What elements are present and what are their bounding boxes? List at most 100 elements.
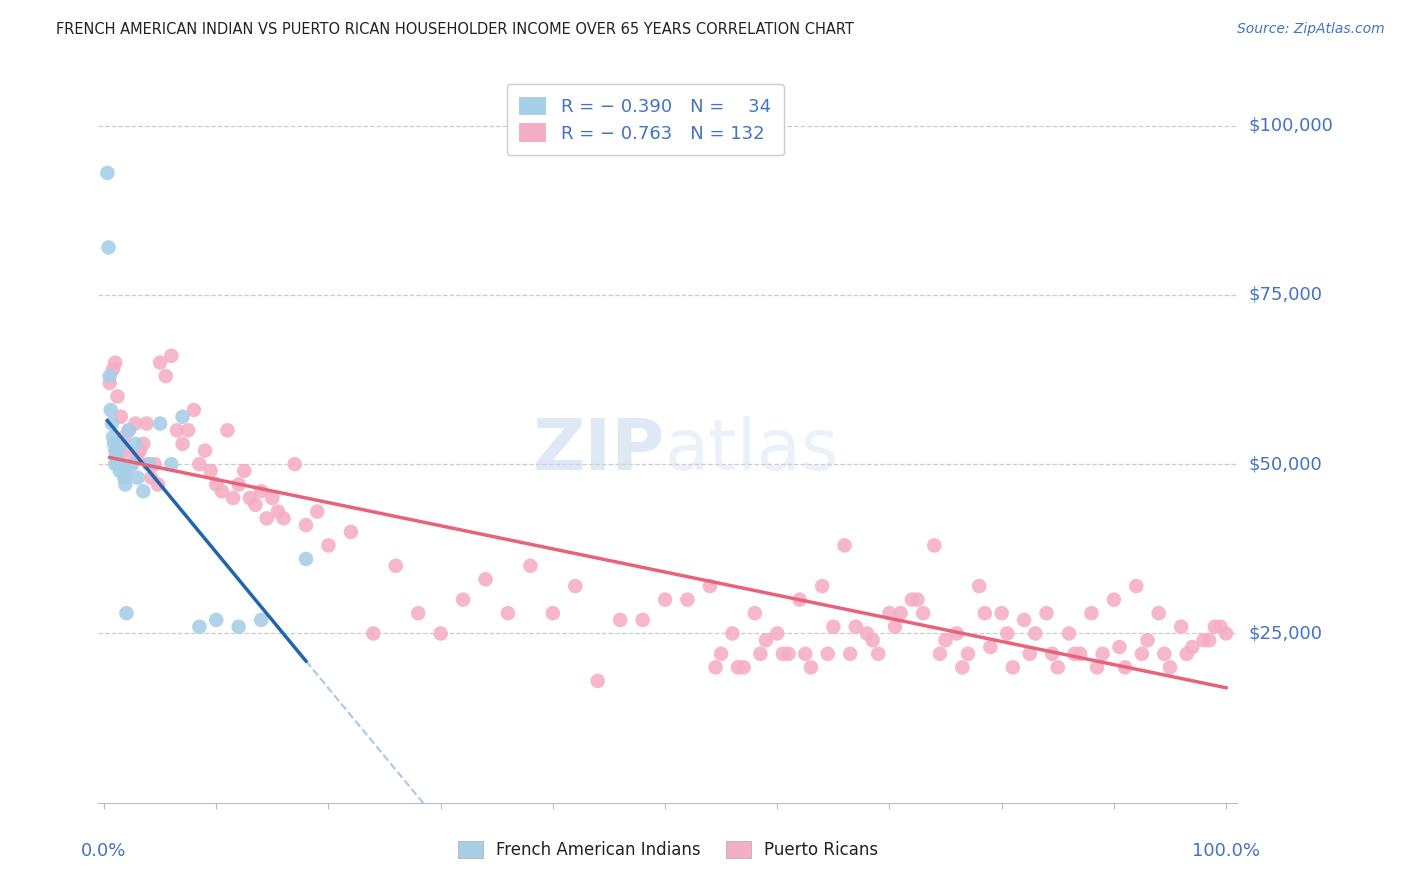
Point bbox=[1001, 660, 1024, 674]
Point bbox=[979, 640, 1001, 654]
Point bbox=[1040, 647, 1063, 661]
Point bbox=[1102, 592, 1125, 607]
Point bbox=[98, 369, 121, 384]
Point bbox=[110, 409, 132, 424]
Point bbox=[1181, 640, 1204, 654]
Text: 100.0%: 100.0% bbox=[1192, 842, 1260, 860]
Point bbox=[118, 423, 141, 437]
Text: $25,000: $25,000 bbox=[1249, 624, 1323, 642]
Text: Source: ZipAtlas.com: Source: ZipAtlas.com bbox=[1237, 22, 1385, 37]
Point bbox=[143, 457, 166, 471]
Point bbox=[155, 369, 177, 384]
Point bbox=[631, 613, 654, 627]
Point bbox=[1198, 633, 1220, 648]
Point bbox=[1136, 633, 1159, 648]
Point bbox=[141, 471, 163, 485]
Point bbox=[340, 524, 363, 539]
Point bbox=[146, 477, 169, 491]
Point bbox=[755, 633, 778, 648]
Point bbox=[1069, 647, 1091, 661]
Point bbox=[228, 620, 250, 634]
Point bbox=[699, 579, 721, 593]
Point bbox=[794, 647, 817, 661]
Point bbox=[114, 477, 136, 491]
Point bbox=[115, 464, 138, 478]
Point bbox=[451, 592, 474, 607]
Point bbox=[1091, 647, 1114, 661]
Point bbox=[564, 579, 586, 593]
Point bbox=[995, 626, 1018, 640]
Point bbox=[1153, 647, 1175, 661]
Point bbox=[956, 647, 979, 661]
Point bbox=[733, 660, 755, 674]
Point bbox=[766, 626, 789, 640]
Point bbox=[205, 613, 228, 627]
Point bbox=[1159, 660, 1181, 674]
Point bbox=[101, 362, 124, 376]
Point bbox=[160, 349, 183, 363]
Point bbox=[778, 647, 800, 661]
Point bbox=[586, 673, 609, 688]
Point bbox=[267, 505, 290, 519]
Point bbox=[129, 443, 152, 458]
Point bbox=[1012, 613, 1035, 627]
Point bbox=[194, 443, 217, 458]
Point bbox=[112, 464, 135, 478]
Point bbox=[1046, 660, 1069, 674]
Point bbox=[233, 464, 256, 478]
Point bbox=[188, 457, 211, 471]
Point bbox=[912, 606, 935, 620]
Point bbox=[1192, 633, 1215, 648]
Point bbox=[172, 409, 194, 424]
Point bbox=[250, 484, 273, 499]
Point bbox=[112, 430, 135, 444]
Text: 0.0%: 0.0% bbox=[82, 842, 127, 860]
Point bbox=[239, 491, 262, 505]
Point bbox=[744, 606, 766, 620]
Point bbox=[1108, 640, 1130, 654]
Point bbox=[1080, 606, 1102, 620]
Text: FRENCH AMERICAN INDIAN VS PUERTO RICAN HOUSEHOLDER INCOME OVER 65 YEARS CORRELAT: FRENCH AMERICAN INDIAN VS PUERTO RICAN H… bbox=[56, 22, 853, 37]
Text: $100,000: $100,000 bbox=[1249, 117, 1333, 135]
Point bbox=[884, 620, 907, 634]
Point bbox=[115, 443, 138, 458]
Point bbox=[112, 471, 135, 485]
Point bbox=[124, 437, 146, 451]
Point bbox=[124, 417, 146, 431]
Point bbox=[101, 430, 124, 444]
Point bbox=[127, 450, 149, 465]
Point bbox=[177, 423, 200, 437]
Text: atlas: atlas bbox=[665, 417, 839, 485]
Point bbox=[1035, 606, 1057, 620]
Point bbox=[973, 606, 995, 620]
Point bbox=[1057, 626, 1080, 640]
Point bbox=[823, 620, 845, 634]
Point bbox=[519, 558, 541, 573]
Point bbox=[160, 457, 183, 471]
Point bbox=[541, 606, 564, 620]
Point bbox=[211, 484, 233, 499]
Point bbox=[96, 166, 118, 180]
Point bbox=[107, 443, 129, 458]
Point bbox=[149, 417, 172, 431]
Point bbox=[868, 647, 890, 661]
Point bbox=[384, 558, 406, 573]
Point bbox=[950, 660, 973, 674]
Point bbox=[121, 457, 143, 471]
Point bbox=[363, 626, 385, 640]
Point bbox=[789, 592, 811, 607]
Point bbox=[245, 498, 267, 512]
Point bbox=[1024, 626, 1046, 640]
Point bbox=[104, 443, 127, 458]
Point bbox=[132, 484, 155, 499]
Point bbox=[834, 538, 856, 552]
Point bbox=[138, 457, 160, 471]
Point bbox=[845, 620, 868, 634]
Point bbox=[1114, 660, 1136, 674]
Point bbox=[1204, 620, 1226, 634]
Point bbox=[228, 477, 250, 491]
Point bbox=[406, 606, 429, 620]
Point bbox=[1147, 606, 1170, 620]
Point bbox=[97, 240, 120, 254]
Point bbox=[862, 633, 884, 648]
